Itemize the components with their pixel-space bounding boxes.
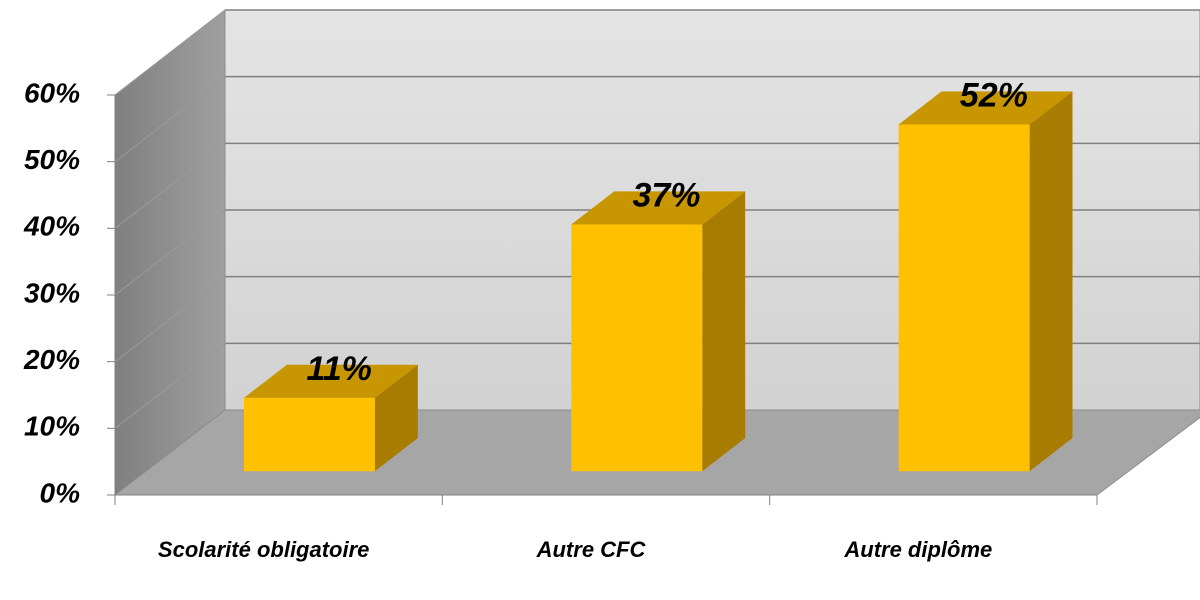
grid-line-side [114,142,226,229]
x-tick-label: Autre diplôme [844,537,993,562]
y-tick-label: 40% [23,211,80,242]
bar [571,191,746,472]
grid-line-side [114,342,226,429]
bar-front [898,124,1030,472]
y-tick-label: 10% [24,411,80,442]
bar-front [244,397,375,472]
y-tick-label: 30% [24,277,80,308]
grid-line-side [114,276,226,363]
bar-side [374,364,418,472]
grid-line-side [114,9,226,96]
y-tick-label: 50% [24,144,80,175]
bar-front [571,224,703,472]
bar [898,91,1073,472]
grid-line-side [114,76,226,163]
bar [244,364,418,472]
value-label: 52% [960,77,1028,115]
bar-side [1029,91,1073,472]
y-tick-label: 60% [24,77,80,108]
grid-line-side [114,209,226,296]
bar-top [898,91,1073,125]
y-tick-label: 20% [23,344,80,375]
bar-top [244,364,418,398]
value-label: 37% [632,177,700,215]
bar-side [702,191,746,472]
y-tick-label: 0% [40,477,81,508]
x-tick-label: Scolarité obligatoire [157,537,370,562]
bar-top [571,191,746,225]
x-tick-label: Autre CFC [536,537,646,562]
value-label: 11% [306,350,372,388]
